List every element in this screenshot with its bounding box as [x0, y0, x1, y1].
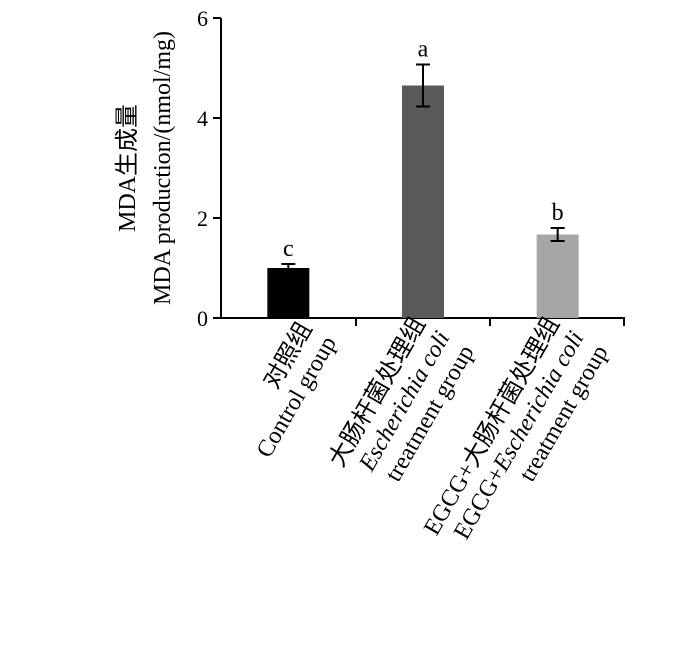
- significance-label-ecoli: a: [418, 37, 429, 63]
- x-category-label-control: 对照组 Control group: [252, 318, 342, 463]
- y-tick-label-2: 2: [197, 206, 208, 231]
- x-ticks: [355, 318, 625, 326]
- y-tick-label-6: 6: [197, 6, 208, 31]
- error-bar-control: [281, 263, 296, 273]
- bar-egcg-ecoli: [536, 234, 579, 318]
- y-axis-title: MDA生成量 MDA production/(nmol/mg): [114, 31, 176, 305]
- significance-label-control: c: [283, 236, 294, 262]
- bar-ecoli: [402, 85, 444, 318]
- error-bar-egcg-ecoli: [550, 227, 565, 242]
- significance-label-egcg-ecoli: b: [552, 200, 564, 226]
- y-tick-label-4: 4: [197, 106, 208, 131]
- y-ticks: 0 2 4 6: [197, 6, 221, 331]
- y-tick-label-0: 0: [197, 306, 208, 331]
- error-bar-ecoli: [416, 63, 430, 108]
- y-axis-label-english: MDA production/(nmol/mg): [150, 31, 176, 305]
- bar-control: [267, 268, 310, 318]
- y-axis-label-chinese: MDA生成量: [114, 104, 141, 232]
